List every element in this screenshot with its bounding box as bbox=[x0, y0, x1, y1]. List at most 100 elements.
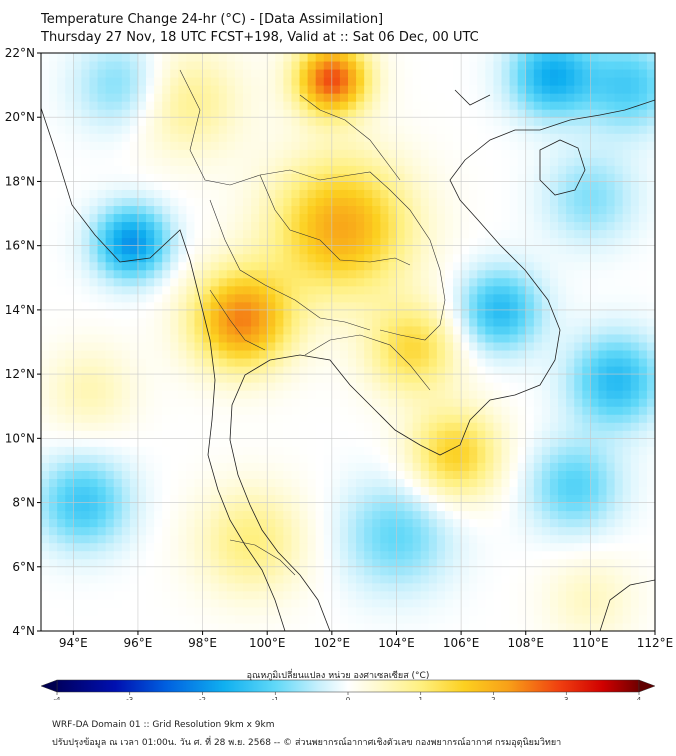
field-cell bbox=[307, 566, 317, 576]
field-cell bbox=[477, 141, 486, 150]
field-cell bbox=[364, 141, 373, 150]
field-cell bbox=[574, 518, 583, 528]
field-cell bbox=[412, 598, 422, 608]
field-cell bbox=[356, 542, 365, 552]
field-cell bbox=[558, 325, 567, 335]
field-cell bbox=[121, 350, 131, 359]
field-cell bbox=[49, 269, 58, 279]
field-cell bbox=[380, 358, 389, 367]
field-cell bbox=[549, 550, 559, 560]
field-cell bbox=[396, 590, 406, 600]
field-cell bbox=[356, 526, 365, 536]
field-cell bbox=[41, 438, 50, 447]
field-cell bbox=[323, 342, 333, 351]
field-cell bbox=[218, 430, 228, 439]
field-cell bbox=[549, 590, 559, 600]
field-cell bbox=[81, 317, 90, 327]
field-cell bbox=[97, 157, 107, 166]
field-cell bbox=[517, 189, 527, 198]
field-cell bbox=[73, 446, 82, 455]
field-cell bbox=[533, 438, 543, 447]
field-cell bbox=[396, 165, 406, 174]
field-cell bbox=[590, 534, 599, 544]
field-cell bbox=[501, 422, 511, 431]
field-cell bbox=[517, 350, 527, 359]
field-cell bbox=[113, 213, 123, 223]
field-cell bbox=[558, 277, 567, 287]
field-cell bbox=[105, 229, 115, 239]
field-cell bbox=[162, 229, 171, 239]
field-cell bbox=[404, 317, 414, 327]
field-cell bbox=[549, 526, 559, 536]
field-cell bbox=[646, 518, 655, 528]
field-cell bbox=[372, 358, 381, 367]
field-cell bbox=[194, 470, 204, 479]
field-cell bbox=[501, 622, 511, 631]
field-cell bbox=[574, 205, 583, 215]
field-cell bbox=[137, 237, 147, 247]
field-cell bbox=[453, 406, 462, 415]
field-cell bbox=[146, 590, 155, 600]
field-cell bbox=[41, 245, 50, 255]
field-cell bbox=[178, 582, 187, 592]
field-cell bbox=[105, 358, 115, 367]
field-cell bbox=[646, 350, 655, 359]
field-cell bbox=[65, 422, 74, 431]
field-cell bbox=[509, 574, 519, 584]
field-cell bbox=[493, 317, 502, 327]
field-cell bbox=[339, 590, 349, 600]
field-cell bbox=[194, 141, 204, 150]
field-cell bbox=[81, 494, 90, 504]
field-cell bbox=[267, 446, 276, 455]
field-cell bbox=[113, 590, 123, 600]
field-cell bbox=[509, 622, 519, 631]
field-cell bbox=[566, 534, 575, 544]
field-cell bbox=[533, 301, 543, 311]
field-cell bbox=[97, 558, 107, 568]
field-cell bbox=[283, 253, 292, 263]
field-cell bbox=[202, 366, 212, 375]
field-cell bbox=[57, 390, 66, 399]
field-cell bbox=[622, 526, 632, 536]
field-cell bbox=[582, 414, 591, 423]
field-cell bbox=[606, 542, 616, 552]
field-cell bbox=[242, 622, 252, 631]
field-cell bbox=[412, 422, 422, 431]
field-cell bbox=[614, 181, 624, 190]
field-cell bbox=[178, 574, 187, 584]
field-cell bbox=[315, 550, 325, 560]
field-cell bbox=[315, 406, 325, 415]
field-cell bbox=[331, 510, 341, 520]
field-cell bbox=[89, 398, 99, 407]
field-cell bbox=[444, 237, 454, 247]
field-cell bbox=[129, 269, 139, 279]
field-cell bbox=[541, 213, 551, 223]
field-cell bbox=[226, 253, 236, 263]
field-cell bbox=[299, 502, 309, 512]
field-cell bbox=[186, 614, 195, 624]
field-cell bbox=[202, 173, 212, 182]
field-cell bbox=[339, 333, 349, 343]
field-cell bbox=[606, 582, 616, 592]
field-cell bbox=[113, 181, 123, 190]
field-cell bbox=[436, 462, 446, 471]
field-cell bbox=[582, 526, 591, 536]
field-cell bbox=[477, 366, 486, 375]
field-cell bbox=[105, 261, 115, 271]
field-cell bbox=[267, 149, 276, 158]
field-cell bbox=[129, 277, 139, 287]
field-cell bbox=[396, 141, 406, 150]
field-cell bbox=[267, 574, 276, 584]
field-cell bbox=[436, 189, 446, 198]
field-cell bbox=[574, 542, 583, 552]
field-cell bbox=[396, 462, 406, 471]
field-cell bbox=[113, 117, 123, 126]
field-cell bbox=[485, 333, 494, 343]
field-cell bbox=[73, 566, 82, 576]
field-cell bbox=[372, 253, 381, 263]
field-cell bbox=[590, 358, 599, 367]
field-cell bbox=[541, 366, 551, 375]
field-cell bbox=[590, 382, 599, 391]
field-cell bbox=[541, 590, 551, 600]
field-cell bbox=[41, 542, 50, 552]
